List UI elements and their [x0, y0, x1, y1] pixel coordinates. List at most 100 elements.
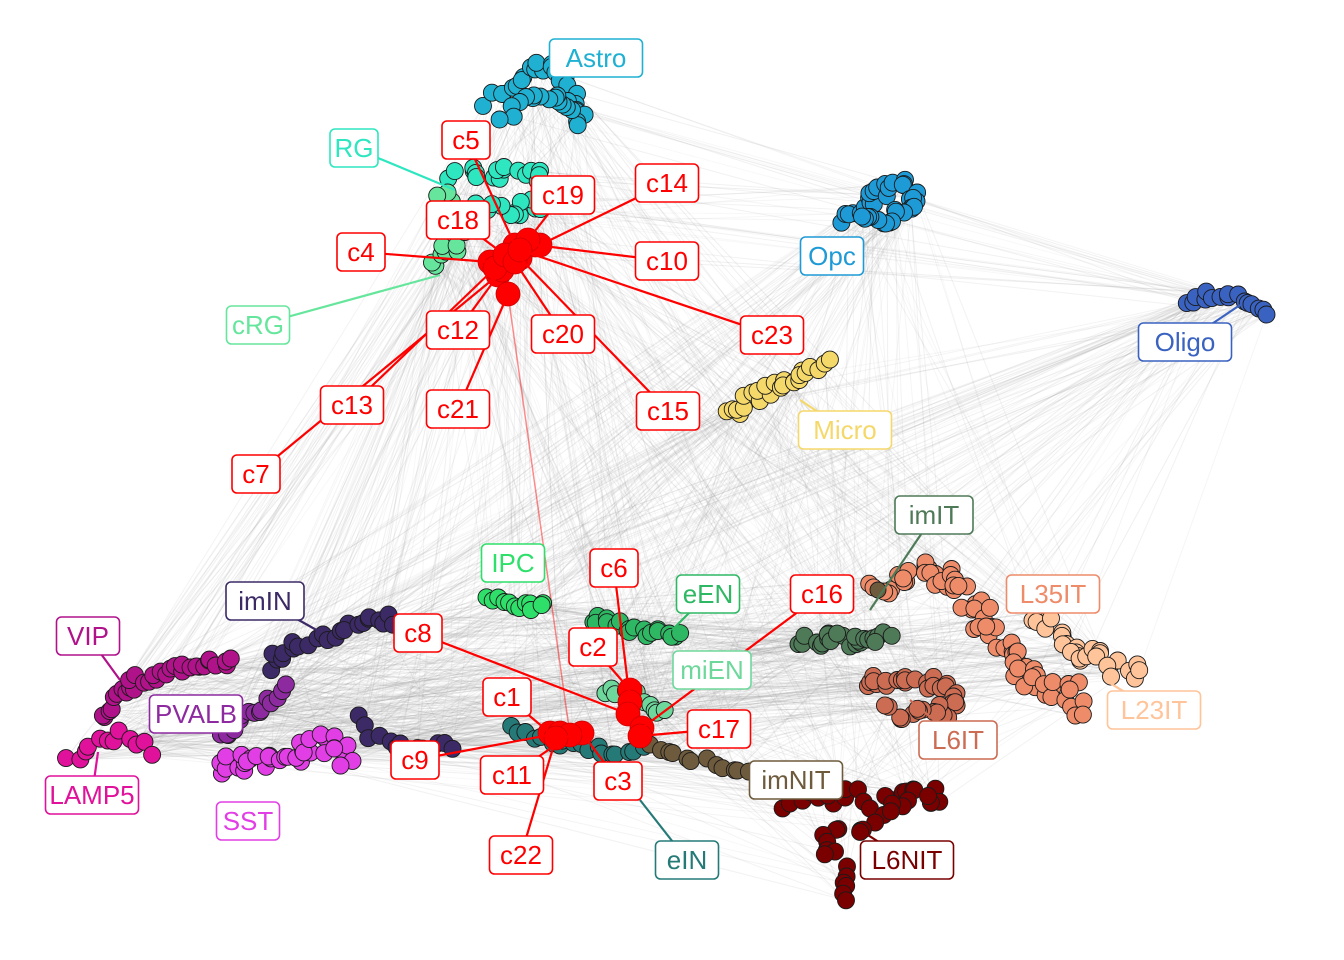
cluster-pvalb-label-text: PVALB	[155, 699, 237, 729]
graph-edge	[254, 712, 735, 771]
cluster-lamp5-label-box	[44, 775, 140, 815]
highlight-c14-label-text: c14	[646, 168, 688, 198]
graph-edge	[220, 625, 617, 764]
cluster-imit-label-text: imIT	[909, 500, 960, 530]
graph-edge	[517, 170, 616, 695]
graph-edge	[555, 97, 907, 582]
graph-edge	[65, 602, 544, 759]
graph-edge	[1138, 314, 1267, 671]
highlight-c21-label-text: c21	[437, 394, 479, 424]
graph-edge	[466, 228, 1267, 315]
graph-edge	[364, 604, 542, 726]
graph-edge	[122, 105, 484, 690]
cluster-rg-label-text: RG	[335, 133, 374, 163]
graph-edge	[451, 104, 563, 202]
graph-edge	[324, 172, 477, 738]
cell-node-l6nit	[881, 802, 900, 821]
cluster-pvalb-label: PVALB	[148, 694, 244, 734]
highlight-c19-label: c19	[530, 175, 596, 215]
highlight-c22-label: c22	[488, 835, 554, 875]
cell-node-l35it	[980, 598, 999, 617]
graph-edge	[253, 210, 461, 713]
graph-edge	[260, 211, 460, 711]
graph-edge	[227, 724, 365, 736]
graph-edge	[643, 222, 891, 630]
graph-edge	[497, 597, 634, 752]
graph-edge	[285, 683, 359, 716]
graph-edge	[546, 196, 674, 754]
graph-edge	[302, 254, 442, 752]
graph-edge	[541, 222, 885, 606]
graph-edge	[555, 71, 917, 202]
graph-edge	[535, 208, 1196, 298]
graph-edge	[422, 182, 893, 749]
graph-edge	[392, 387, 782, 626]
graph-edge	[627, 200, 917, 632]
graph-edge	[379, 614, 389, 736]
highlight-c22-label-text: c22	[500, 840, 542, 870]
graph-edge	[234, 309, 1264, 731]
graph-edge	[546, 196, 846, 790]
graph-edge	[551, 63, 1067, 645]
graph-labels: Astro RG cRG Opc Oligo Micro IPC imIN VIP PVALB LA…	[44, 38, 1233, 880]
cluster-imnit-label-text: imNIT	[761, 765, 830, 795]
cluster-oligo-label-box	[1137, 322, 1233, 362]
graph-edge	[181, 664, 626, 692]
graph-edge	[577, 124, 1259, 310]
graph-edge	[285, 682, 906, 685]
graph-edge	[581, 642, 801, 745]
cell-node-een	[671, 624, 690, 643]
cluster-opc-label: Opc	[799, 236, 865, 276]
graph-edge	[296, 302, 1248, 759]
highlight-c18-label-box	[425, 200, 491, 240]
graph-edge	[107, 254, 442, 741]
highlight-c21-label: c21	[425, 389, 491, 429]
graph-edge	[922, 308, 1260, 711]
graph-edge	[270, 296, 1196, 759]
graph-edge	[560, 202, 859, 641]
graph-edge	[664, 681, 1053, 711]
cell-node-astro	[568, 116, 587, 135]
graph-edge	[514, 214, 929, 797]
graph-edge	[367, 215, 465, 739]
graph-edge	[793, 381, 932, 804]
cell-node-imit	[828, 624, 847, 643]
cluster-imit-label: imIT	[894, 495, 974, 535]
graph-edge	[541, 392, 753, 606]
graph-edge	[606, 617, 1033, 621]
cluster-opc-label-text: Opc	[808, 241, 856, 271]
graph-edge	[875, 641, 1067, 645]
graph-edge	[358, 597, 499, 716]
graph-edge	[181, 262, 433, 665]
highlight-c18-label: c18	[425, 200, 491, 240]
graph-edge	[864, 218, 915, 791]
graph-edge	[668, 208, 913, 634]
graph-edge	[519, 215, 542, 737]
highlight-c11-label-text: c11	[492, 760, 532, 790]
graph-edge	[611, 688, 919, 712]
graph-edge	[220, 262, 433, 735]
graph-edge	[643, 701, 847, 901]
graph-edge	[256, 604, 542, 757]
cell-node-l6it	[875, 696, 894, 715]
graph-edge	[241, 611, 1039, 716]
graph-edge	[144, 201, 453, 743]
graph-edge	[513, 116, 745, 409]
graph-edge	[347, 207, 454, 746]
highlight-c14-label-box	[634, 163, 700, 203]
graph-edge	[643, 568, 929, 630]
graph-edge	[396, 183, 905, 748]
highlight-c16-label-text: c16	[801, 579, 843, 609]
cluster-micro-label-box	[797, 410, 893, 450]
graph-edge	[514, 214, 1081, 662]
graph-edge	[616, 379, 785, 626]
graph-edge	[575, 110, 874, 192]
graph-edge	[514, 606, 616, 755]
highlight-c10-label-text: c10	[646, 246, 688, 276]
cell-node-l6it	[946, 693, 965, 712]
cell-node-astro	[527, 53, 546, 72]
graph-edge	[324, 308, 1260, 738]
graph-edge	[650, 296, 1221, 634]
graph-edge	[271, 643, 857, 671]
graph-edge	[575, 103, 879, 637]
